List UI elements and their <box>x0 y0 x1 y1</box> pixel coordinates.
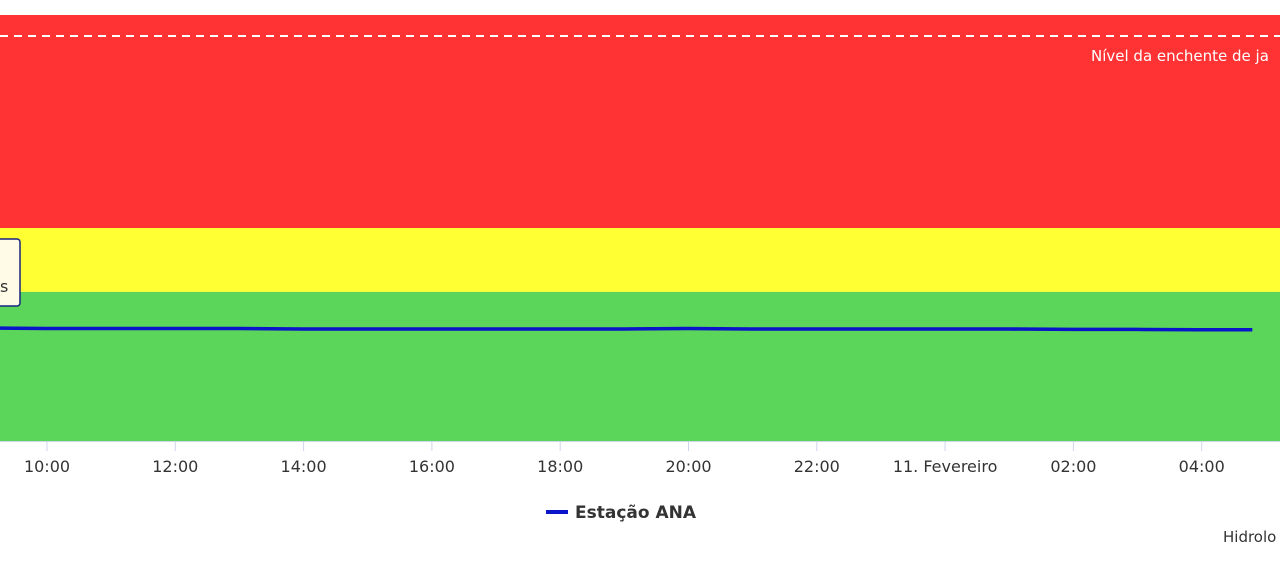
x-tick-label: 12:00 <box>152 457 198 476</box>
x-tick-label: 22:00 <box>794 457 840 476</box>
x-tick-label: 20:00 <box>665 457 711 476</box>
x-tick-label: 16:00 <box>409 457 455 476</box>
series-line-estacao-ana[interactable] <box>0 326 1253 332</box>
plot-lines: Nível da enchente de ja <box>0 35 1280 65</box>
flood-level-label: Nível da enchente de ja <box>1091 47 1269 65</box>
x-tick-label: 11. Fevereiro <box>893 457 998 476</box>
band-green <box>0 291 1280 441</box>
x-tick-label: 10:00 <box>24 457 70 476</box>
tooltip: s <box>0 238 21 307</box>
x-tick-label: 14:00 <box>281 457 327 476</box>
tooltip-box <box>0 238 21 307</box>
x-tick-label: 04:00 <box>1179 457 1225 476</box>
series-lines <box>0 326 1253 332</box>
legend[interactable]: Estação ANA <box>546 503 697 523</box>
x-axis: 10:00 12:00 14:00 16:00 18:00 20:00 22:00 11. F… <box>0 441 1280 476</box>
credit-text[interactable]: Hidrolo <box>1223 528 1276 546</box>
band-red <box>0 15 1280 228</box>
alert-bands <box>0 15 1280 441</box>
tooltip-line-2: s <box>0 277 8 296</box>
x-tick-label: 18:00 <box>537 457 583 476</box>
x-tick-label: 02:00 <box>1050 457 1096 476</box>
legend-label[interactable]: Estação ANA <box>575 503 697 523</box>
band-yellow <box>0 228 1280 292</box>
